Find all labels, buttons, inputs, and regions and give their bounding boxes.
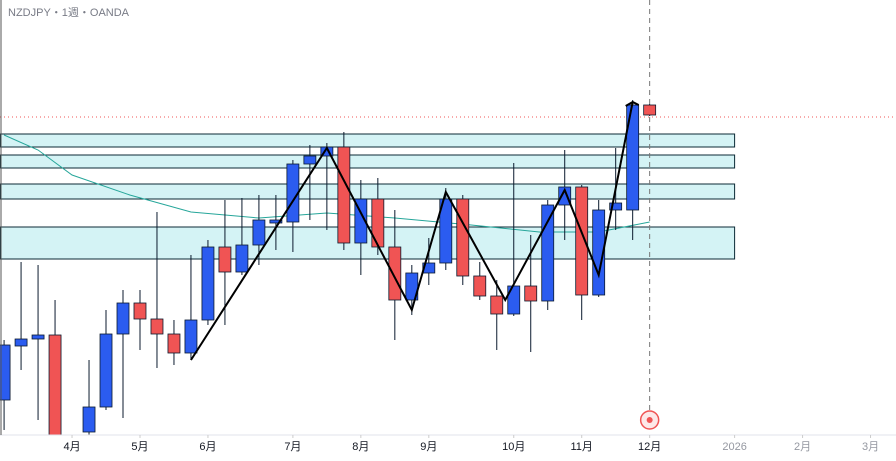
candle-body — [524, 285, 538, 302]
candle-body — [490, 295, 504, 315]
candle-body — [0, 344, 11, 401]
x-tick-label: 8月 — [352, 441, 369, 453]
x-tick-label: 9月 — [420, 441, 437, 453]
arrow-head — [625, 100, 640, 107]
candle-body — [133, 302, 147, 320]
x-tick-label: 11月 — [570, 441, 592, 453]
candle-body — [439, 198, 453, 264]
candle-body — [269, 219, 283, 224]
zone — [0, 133, 736, 148]
x-tick-label: 3月 — [862, 441, 879, 453]
candle-body — [235, 244, 249, 273]
chart-title: NZDJPY・1週・OANDA — [8, 6, 130, 19]
plot-area — [0, 0, 896, 435]
x-tick-label: 2026 — [722, 441, 746, 453]
zone — [0, 154, 736, 169]
x-tick-label: 6月 — [199, 441, 216, 453]
candle-body — [167, 333, 181, 354]
candle-body — [31, 334, 45, 340]
candle-body — [388, 246, 402, 301]
candle-body — [575, 186, 589, 296]
x-tick-label: 7月 — [284, 441, 301, 453]
x-tick-label: 5月 — [131, 441, 148, 453]
candle-body — [371, 198, 385, 248]
candle-body — [82, 406, 96, 433]
zone — [0, 226, 736, 260]
candle-body — [456, 198, 470, 277]
candle-body — [48, 334, 62, 435]
candle-body — [252, 219, 266, 246]
candle-body — [184, 319, 198, 354]
candle-body — [337, 146, 351, 244]
candle-body — [422, 262, 436, 274]
candle-body — [354, 198, 368, 244]
candle-body — [558, 186, 572, 206]
candle-body — [609, 202, 623, 211]
zigzag — [190, 101, 634, 361]
candle-body — [116, 302, 130, 335]
candle-body — [218, 246, 232, 273]
marker-inner — [646, 417, 653, 423]
candle-body — [643, 104, 657, 116]
candle-body — [14, 338, 28, 347]
candle-body — [201, 246, 215, 321]
candle-body — [592, 209, 606, 296]
x-tick-label: 2月 — [794, 441, 811, 453]
candle-body — [303, 155, 317, 165]
candle-body — [99, 333, 113, 408]
zone — [0, 183, 736, 200]
x-tick-label: 4月 — [63, 441, 80, 453]
candle-body — [150, 318, 164, 335]
candle-body — [473, 275, 487, 297]
x-tick-label: 12月 — [638, 441, 661, 453]
x-tick-label: 10月 — [502, 441, 525, 453]
